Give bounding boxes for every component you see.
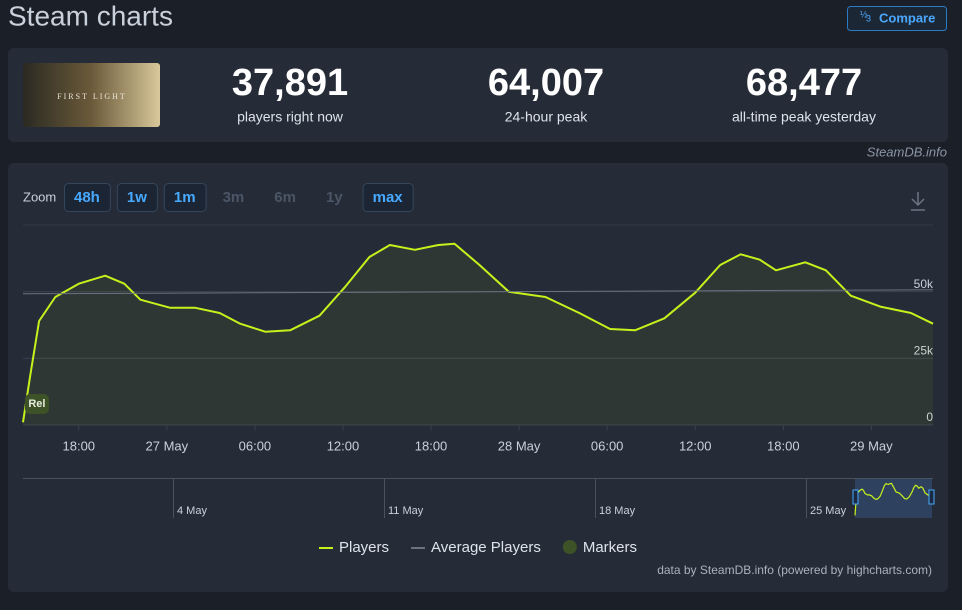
navigator-handle[interactable] (852, 489, 859, 505)
stat-label: players right now (237, 109, 344, 125)
stats-panel (8, 48, 948, 142)
chart-panel (8, 163, 948, 592)
series-line (22, 242, 934, 423)
x-tick-label: 18:00 (415, 438, 448, 453)
navigator-label: 25 May (810, 505, 847, 517)
x-tick-label: 28 May (498, 438, 541, 453)
x-tick-label: 06:00 (239, 438, 272, 453)
zoom-button[interactable]: 1m (163, 183, 207, 212)
navigator-label: 11 May (388, 505, 424, 517)
legend-symbol (562, 540, 577, 554)
x-tick-label: 06:00 (591, 438, 624, 453)
zoom-button-label: 1w (127, 189, 147, 206)
navigator-line (854, 482, 933, 516)
legend-label: Markers (583, 539, 637, 556)
legend-item[interactable]: Average Players (411, 539, 541, 556)
legend-label: Players (339, 539, 389, 556)
zoom-button-box (116, 183, 158, 212)
zoom-button-box (64, 183, 111, 212)
game-image (23, 63, 160, 127)
navigator-handle[interactable] (928, 489, 935, 505)
x-tick-label: 18:00 (767, 438, 800, 453)
y-tick-label: 50k (914, 277, 934, 291)
stat-value: 37,891 (232, 62, 348, 104)
page-title: Steam charts (8, 0, 173, 31)
zoom-button-label: 48h (74, 189, 100, 206)
navigator-label: 18 May (599, 505, 636, 517)
zoom-button[interactable]: 1w (116, 183, 158, 212)
area (23, 243, 933, 425)
zoom-button[interactable]: max (362, 183, 414, 212)
zoom-button-box (163, 183, 207, 212)
navigator-label: 4 May (177, 505, 207, 517)
stat-label: all-time peak yesterday (732, 109, 876, 125)
zoom-button[interactable]: 48h (64, 183, 111, 212)
zoom-button-label: 1m (174, 189, 196, 206)
x-tick-label: 12:00 (327, 438, 360, 453)
compare-icon: 3 (866, 13, 871, 23)
download-icon[interactable] (911, 192, 925, 211)
stat-value: 64,007 (488, 62, 604, 104)
compare-icon: ½ (860, 9, 868, 19)
stat-label: 24-hour peak (505, 109, 589, 125)
zoom-button-label: 1y (326, 189, 343, 206)
y-tick-label: 0 (926, 410, 933, 424)
zoom-button-box (362, 183, 414, 212)
zoom-button: 1y (326, 189, 343, 206)
marker-flag (24, 394, 49, 414)
legend-label: Average Players (431, 539, 541, 556)
x-tick-label: 18:00 (63, 438, 96, 453)
x-tick-label: 29 May (850, 438, 893, 453)
x-tick-label: 27 May (146, 438, 189, 453)
navigator-window (855, 479, 932, 518)
stat-value: 68,477 (746, 62, 862, 104)
source-label: SteamDB.info (867, 144, 947, 159)
zoom-button-label: 6m (274, 189, 296, 206)
zoom-label: Zoom (23, 189, 56, 204)
compare-label[interactable]: Compare (879, 10, 935, 25)
legend-item[interactable]: Players (319, 539, 389, 556)
compare-button[interactable] (847, 6, 947, 31)
zoom-button-label: max (373, 189, 404, 206)
game-logo: FIRST LIGHT (57, 92, 127, 101)
y-tick-label: 25k (914, 344, 934, 358)
credit: data by SteamDB.info (powered by highcha… (657, 563, 932, 577)
zoom-button: 3m (223, 189, 245, 206)
zoom-button: 6m (274, 189, 296, 206)
zoom-button-label: 3m (223, 189, 245, 206)
series-line (22, 289, 934, 295)
x-tick-label: 12:00 (679, 438, 712, 453)
legend-item[interactable]: Markers (562, 539, 637, 556)
marker-label: Rel (28, 398, 45, 410)
